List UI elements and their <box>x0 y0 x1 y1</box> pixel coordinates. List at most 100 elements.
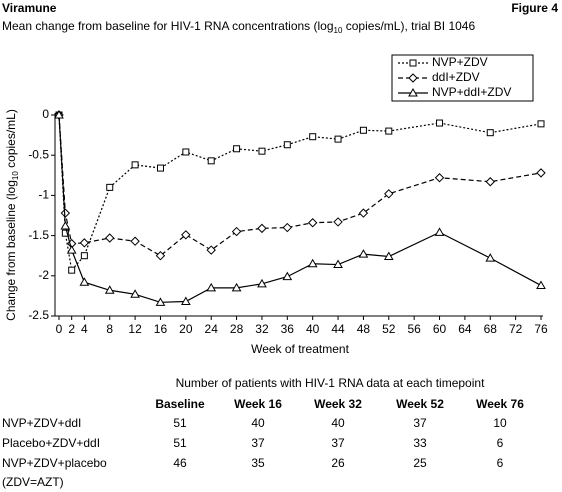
marker <box>130 289 140 298</box>
table-header: Week 76 <box>476 397 524 411</box>
x-tick-label: 56 <box>407 322 421 336</box>
y-tick-label: 0 <box>42 107 49 121</box>
marker <box>130 236 140 246</box>
y-label-subscript: 10 <box>11 171 20 180</box>
marker <box>486 129 494 137</box>
row-label: NVP+ZDV+placebo <box>2 456 107 470</box>
marker <box>231 282 242 292</box>
x-tick-label: 2 <box>68 322 75 336</box>
marker <box>207 157 215 165</box>
table-header: Week 52 <box>396 397 444 411</box>
y-label-part: Change from baseline (log <box>4 180 18 321</box>
marker <box>307 218 318 228</box>
x-tick-label: 4 <box>81 322 88 336</box>
series-line <box>58 114 542 303</box>
marker <box>68 266 76 274</box>
marker <box>155 250 166 261</box>
table-note: (ZDV=AZT) <box>2 475 64 489</box>
table-cell: 40 <box>251 416 265 430</box>
x-tick-label: 48 <box>357 322 371 336</box>
y-tick-label: -2.5 <box>28 308 49 322</box>
x-tick-label: 12 <box>128 322 142 336</box>
subtitle-part: copies/mL), trial BI 1046 <box>342 19 475 33</box>
marker <box>485 253 496 262</box>
marker <box>180 296 191 306</box>
x-tick-label: 24 <box>205 322 219 336</box>
marker <box>434 227 445 236</box>
marker <box>60 220 71 230</box>
marker <box>282 222 293 233</box>
x-tick-label: 16 <box>154 322 168 336</box>
marker <box>181 230 191 240</box>
marker <box>54 109 64 119</box>
x-tick-label: 72 <box>509 322 523 336</box>
row-label: NVP+ZDV+ddI <box>2 416 81 430</box>
marker <box>333 259 343 269</box>
marker <box>333 217 343 227</box>
x-tick-label: 28 <box>230 322 244 336</box>
legend-label: NVP+ddI+ZDV <box>432 85 511 99</box>
marker <box>537 120 545 128</box>
chart-subtitle: Mean change from baseline for HIV-1 RNA … <box>2 19 475 35</box>
table-cell: 10 <box>493 416 507 430</box>
x-tick-label: 60 <box>433 322 447 336</box>
figure-label: Figure 4 <box>511 1 558 15</box>
marker <box>79 238 90 248</box>
marker <box>257 278 267 288</box>
marker <box>436 119 444 127</box>
x-tick-label: 32 <box>255 322 269 336</box>
marker <box>80 252 88 260</box>
table-header: Week 16 <box>234 397 282 411</box>
y-tick-label: -2 <box>38 268 49 282</box>
marker <box>106 183 114 191</box>
legend-label: ddI+ZDV <box>432 70 480 84</box>
legend-label: NVP+ZDV <box>432 55 488 69</box>
marker <box>385 127 393 135</box>
x-tick-label: 0 <box>56 322 63 336</box>
table-cell: 46 <box>173 456 187 470</box>
marker <box>231 226 242 237</box>
y-tick-label: -1.5 <box>28 228 49 242</box>
x-tick-label: 36 <box>281 322 295 336</box>
marker <box>233 145 241 153</box>
table-cell: 51 <box>173 436 187 450</box>
y-label-part: copies/mL) <box>4 109 18 171</box>
x-tick-label: 64 <box>458 322 472 336</box>
table-cell: 35 <box>251 456 265 470</box>
marker <box>434 173 445 183</box>
marker <box>485 177 495 187</box>
table-cell: 37 <box>331 436 345 450</box>
marker <box>206 282 217 292</box>
marker <box>307 258 318 268</box>
marker <box>182 148 190 156</box>
marker <box>155 297 166 306</box>
marker <box>79 277 90 286</box>
marker <box>283 141 291 149</box>
y-tick-label: -0.5 <box>28 147 49 161</box>
marker <box>536 168 546 178</box>
x-tick-label: 20 <box>179 322 193 336</box>
marker <box>384 189 394 199</box>
legend-marker <box>409 59 417 67</box>
marker <box>359 126 367 134</box>
marker <box>257 223 267 234</box>
x-tick-label: 52 <box>382 322 396 336</box>
x-tick-label: 44 <box>331 322 345 336</box>
x-tick-label: 68 <box>484 322 498 336</box>
table-cell: 6 <box>497 436 504 450</box>
marker <box>258 147 266 155</box>
x-tick-label: 40 <box>306 322 320 336</box>
table-cell: 25 <box>413 456 427 470</box>
legend-marker <box>408 73 418 83</box>
table-cell: 33 <box>413 436 427 450</box>
x-tick-label: 8 <box>106 322 113 336</box>
x-axis-label: Week of treatment <box>251 342 349 356</box>
marker <box>105 233 115 243</box>
y-tick-label: -1 <box>38 188 49 202</box>
marker <box>334 135 342 143</box>
marker <box>156 164 164 172</box>
table-cell: 51 <box>173 416 187 430</box>
marker <box>358 208 369 218</box>
x-tick-label: 76 <box>534 322 548 336</box>
